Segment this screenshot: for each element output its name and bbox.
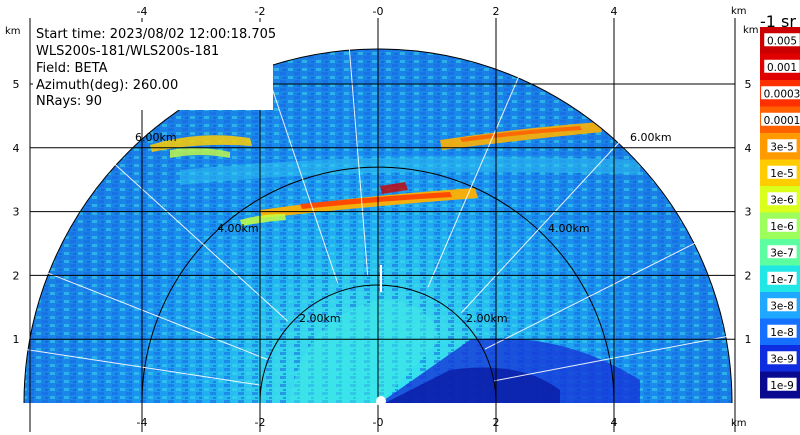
colorbar-label-bg	[764, 33, 800, 47]
colorbar-label-bg	[764, 59, 800, 73]
y-tick-label-right: 4	[745, 142, 752, 155]
colorbar-label: 1e-7	[770, 274, 794, 286]
colorbar-label: 1e-5	[770, 168, 794, 180]
colorbar-label-bg	[767, 324, 797, 338]
km-unit-top-right: km	[731, 6, 747, 17]
ray-line	[484, 239, 702, 350]
colorbar-label: 1e-6	[770, 221, 794, 233]
y-tick-label-right: 3	[745, 206, 752, 219]
colorbar-label-bg	[767, 245, 797, 259]
colorbar-label: 3e-5	[770, 141, 794, 153]
x-tick-label-top: -2	[255, 5, 266, 18]
x-tick-label-top: 2	[493, 5, 500, 18]
colorbar-label-bg	[761, 86, 800, 100]
x-tick-label-top: 4	[611, 5, 618, 18]
colorbar-label: 0.001	[767, 62, 797, 74]
x-tick-label-bottom: -2	[255, 416, 266, 429]
colorbar-label: 3e-6	[770, 194, 794, 206]
colorbar-label-bg	[761, 112, 800, 126]
ray-line	[104, 154, 288, 322]
info-azimuth: Azimuth(deg): 260.00	[36, 78, 178, 93]
y-tick-label-left: 2	[13, 269, 20, 282]
ray-lines	[24, 18, 730, 386]
ring-label-2km-left: 2.00km	[299, 312, 341, 325]
colorbar-label: 3e-9	[770, 353, 794, 365]
ray-line	[461, 129, 631, 314]
y-tick-label-right: 5	[745, 78, 752, 91]
y-tick-label-left: 4	[13, 142, 20, 155]
x-tick-label-top: -4	[137, 5, 148, 18]
info-site: WLS200s-181/WLS200s-181	[36, 44, 219, 59]
colorbar-label: 0.0003	[764, 88, 800, 100]
colorbar-label: 3e-7	[770, 247, 794, 259]
colorbar-label: 1e-9	[770, 380, 794, 392]
y-tick-label-left: 5	[13, 78, 20, 91]
x-tick-label-bottom: 4	[611, 416, 618, 429]
ring-label-2km-right: 2.00km	[466, 312, 508, 325]
km-unit-bottom-right: km	[731, 418, 747, 429]
km-unit-top-left: km	[5, 26, 21, 37]
ring-labels: 2.00km 2.00km 4.00km 4.00km 6.00km 6.00k…	[135, 131, 672, 325]
colorbar-label: 0.005	[767, 35, 797, 47]
colorbar: -1 sr 0.005 0.001 0.0003 0.0001 3e-5 1e-5 3e-6…	[760, 12, 800, 399]
y-tick-label-right: 2	[745, 269, 752, 282]
ring-label-6km-left: 6.00km	[135, 131, 177, 144]
km-unit-right: km	[743, 25, 759, 36]
x-tick-label-bottom: 2	[493, 416, 500, 429]
colorbar-label: 1e-8	[770, 327, 794, 339]
ring-label-6km-right: 6.00km	[630, 131, 672, 144]
colorbar-label: 0.0001	[764, 115, 800, 127]
colorbar-title: -1 sr	[760, 12, 796, 31]
ring-label-4km-left: 4.00km	[217, 222, 259, 235]
info-nrays: NRays: 90	[36, 94, 102, 109]
x-tick-label-bottom: -0	[373, 416, 384, 429]
info-box: Start time: 2023/08/02 12:00:18.705 WLS2…	[33, 22, 276, 110]
y-tick-label-left: 1	[13, 333, 20, 346]
info-field: Field: BETA	[36, 61, 108, 76]
ray-line	[346, 18, 369, 276]
y-tick-label-right: 1	[745, 333, 752, 346]
colorbar-label-bg	[767, 165, 797, 179]
radar-origin-marker	[376, 396, 386, 406]
x-tick-label-bottom: -4	[137, 416, 148, 429]
colorbar-label-bg	[767, 298, 797, 312]
ring-label-4km-right: 4.00km	[548, 222, 590, 235]
ray-line	[42, 270, 268, 360]
colorbar-label-bg	[767, 271, 797, 285]
info-start-time: Start time: 2023/08/02 12:00:18.705	[36, 27, 276, 42]
colorbar-label-bg	[767, 192, 797, 206]
y-tick-label-left: 3	[13, 206, 20, 219]
colorbar-label-bg	[767, 218, 797, 232]
colorbar-label: 3e-8	[770, 300, 794, 312]
ray-line	[494, 335, 730, 382]
ray-line	[427, 52, 530, 288]
colorbar-label-bg	[767, 351, 797, 365]
colorbar-label-bg	[767, 139, 797, 153]
x-tick-label-top: -0	[373, 5, 384, 18]
axes-frame	[29, 18, 736, 432]
ray-line	[24, 348, 262, 386]
colorbar-label-bg	[767, 377, 797, 391]
